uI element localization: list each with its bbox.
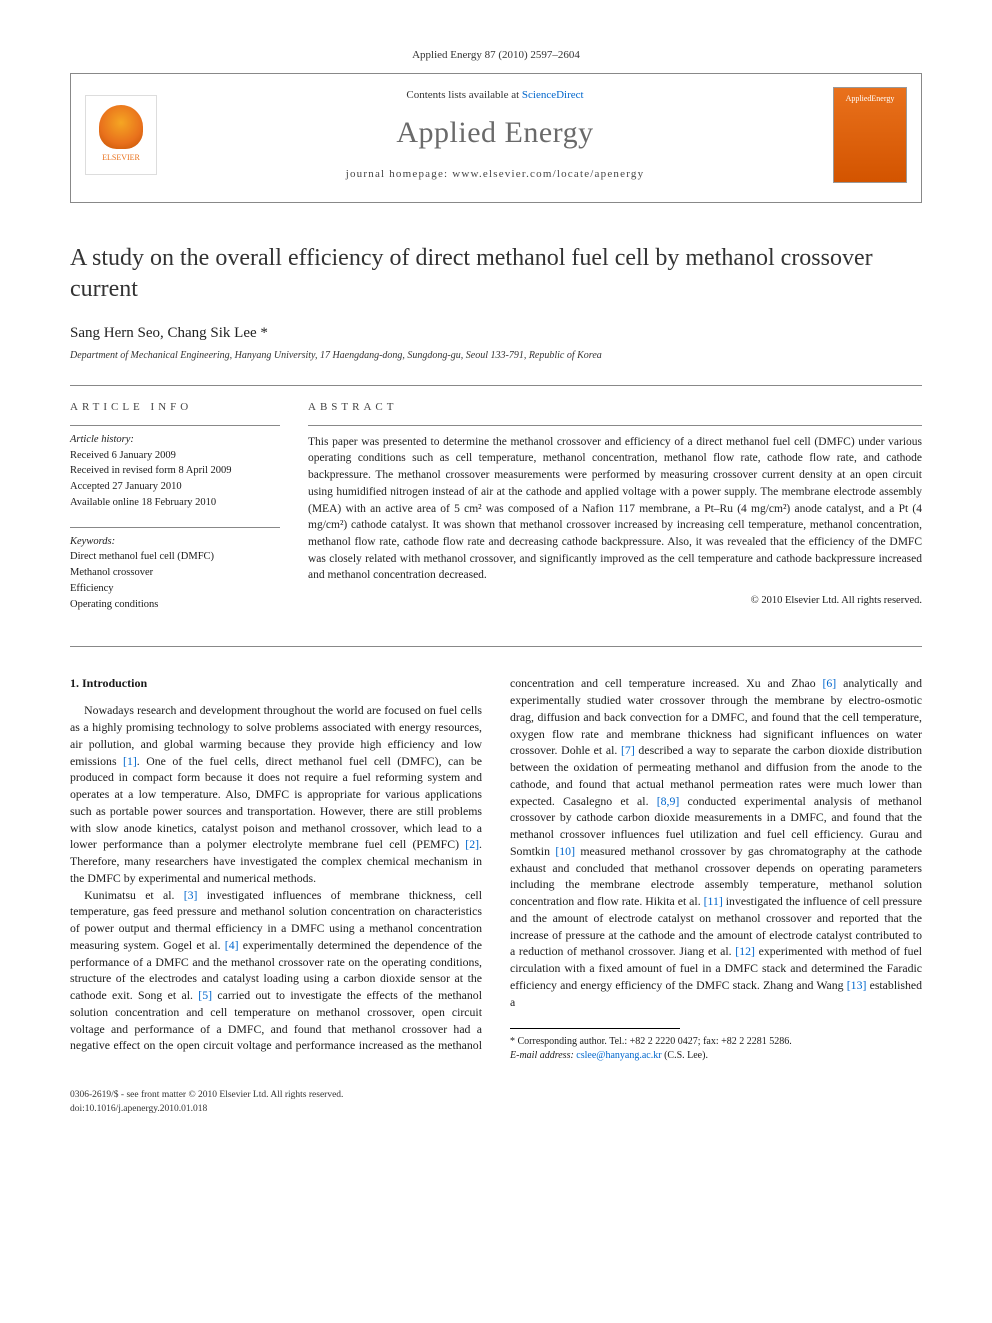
email-link[interactable]: cslee@hanyang.ac.kr xyxy=(576,1050,661,1061)
ref-link[interactable]: [12] xyxy=(735,944,755,958)
ref-link[interactable]: [2] xyxy=(465,837,479,851)
keywords-label: Keywords: xyxy=(70,534,280,550)
article-info-column: ARTICLE INFO Article history: Received 6… xyxy=(70,400,280,628)
journal-name: Applied Energy xyxy=(169,113,821,154)
journal-homepage: journal homepage: www.elsevier.com/locat… xyxy=(169,167,821,182)
ref-link[interactable]: [4] xyxy=(225,938,239,952)
ref-link[interactable]: [5] xyxy=(198,988,212,1002)
corresponding-author-footnote: * Corresponding author. Tel.: +82 2 2220… xyxy=(510,1035,922,1063)
ref-link[interactable]: [6] xyxy=(822,676,836,690)
article-history: Article history: Received 6 January 2009… xyxy=(70,426,280,511)
intro-para-1: Nowadays research and development throug… xyxy=(70,702,482,886)
elsevier-tree-icon xyxy=(99,105,143,149)
email-suffix: (C.S. Lee). xyxy=(662,1050,708,1061)
front-matter-meta: 0306-2619/$ - see front matter © 2010 El… xyxy=(70,1089,922,1116)
elsevier-logo: ELSEVIER xyxy=(85,95,157,175)
affiliation: Department of Mechanical Engineering, Ha… xyxy=(70,349,922,363)
article-info-heading: ARTICLE INFO xyxy=(70,400,280,415)
corr-author-line: * Corresponding author. Tel.: +82 2 2220… xyxy=(510,1035,922,1049)
keyword: Efficiency xyxy=(70,581,280,597)
journal-header: ELSEVIER Contents lists available at Sci… xyxy=(70,73,922,203)
keyword: Direct methanol fuel cell (DMFC) xyxy=(70,549,280,565)
online-date: Available online 18 February 2010 xyxy=(70,495,280,511)
sciencedirect-link[interactable]: ScienceDirect xyxy=(522,89,584,101)
keywords-block: Keywords: Direct methanol fuel cell (DMF… xyxy=(70,528,280,613)
ref-link[interactable]: [8,9] xyxy=(657,794,680,808)
text-run: Kunimatsu et al. xyxy=(84,888,184,902)
ref-link[interactable]: [11] xyxy=(704,894,723,908)
ref-link[interactable]: [10] xyxy=(555,844,575,858)
info-abstract-row: ARTICLE INFO Article history: Received 6… xyxy=(70,386,922,646)
ref-link[interactable]: [13] xyxy=(847,978,867,992)
history-label: Article history: xyxy=(70,432,280,448)
abstract-text: This paper was presented to determine th… xyxy=(308,426,922,584)
section-heading-intro: 1. Introduction xyxy=(70,675,482,692)
email-label: E-mail address: xyxy=(510,1050,576,1061)
ref-link[interactable]: [3] xyxy=(184,888,198,902)
publisher-name: ELSEVIER xyxy=(102,153,140,164)
received-date: Received 6 January 2009 xyxy=(70,448,280,464)
citation-line: Applied Energy 87 (2010) 2597–2604 xyxy=(70,48,922,63)
contents-line: Contents lists available at ScienceDirec… xyxy=(169,88,821,103)
doi-line: doi:10.1016/j.apenergy.2010.01.018 xyxy=(70,1103,922,1116)
abstract-column: ABSTRACT This paper was presented to det… xyxy=(308,400,922,628)
journal-cover-thumb: AppliedEnergy xyxy=(833,87,907,183)
revised-date: Received in revised form 8 April 2009 xyxy=(70,463,280,479)
header-center: Contents lists available at ScienceDirec… xyxy=(157,88,833,182)
accepted-date: Accepted 27 January 2010 xyxy=(70,479,280,495)
abstract-heading: ABSTRACT xyxy=(308,400,922,415)
body-text: 1. Introduction Nowadays research and de… xyxy=(70,675,922,1063)
corr-email-line: E-mail address: cslee@hanyang.ac.kr (C.S… xyxy=(510,1049,922,1063)
abstract-copyright: © 2010 Elsevier Ltd. All rights reserved… xyxy=(308,594,922,608)
contents-prefix: Contents lists available at xyxy=(406,89,521,101)
authors: Sang Hern Seo, Chang Sik Lee * xyxy=(70,323,922,343)
ref-link[interactable]: [7] xyxy=(621,743,635,757)
rule-bottom xyxy=(70,646,922,647)
issn-copyright-line: 0306-2619/$ - see front matter © 2010 El… xyxy=(70,1089,922,1102)
text-run: . One of the fuel cells, direct methanol… xyxy=(70,754,482,852)
keyword: Operating conditions xyxy=(70,597,280,613)
article-title: A study on the overall efficiency of dir… xyxy=(70,243,922,305)
keyword: Methanol crossover xyxy=(70,565,280,581)
ref-link[interactable]: [1] xyxy=(123,754,137,768)
footnote-separator xyxy=(510,1028,680,1029)
